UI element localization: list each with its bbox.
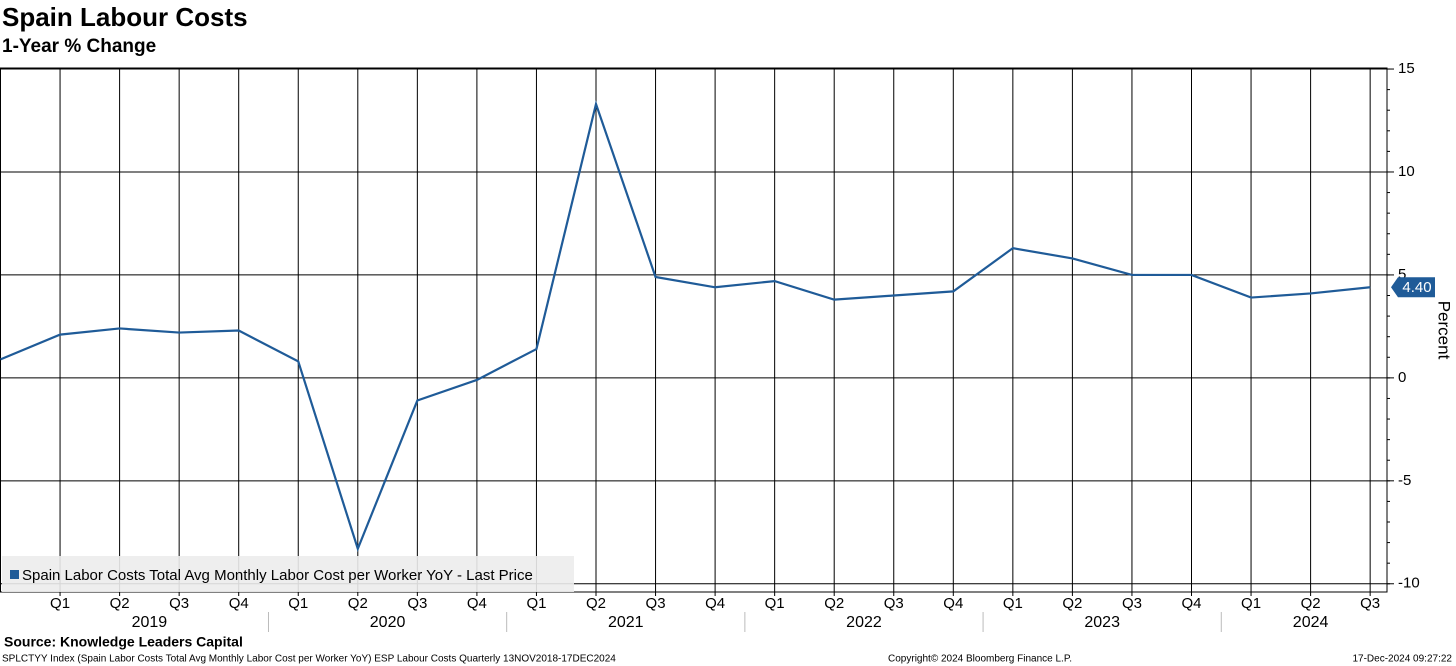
x-tick-label: Q4 <box>467 595 487 612</box>
line-series <box>0 100 1371 553</box>
footer-center: Copyright© 2024 Bloomberg Finance L.P. <box>888 654 1072 665</box>
x-tick-label: Q2 <box>110 595 130 612</box>
x-tick-label: Q1 <box>50 595 70 612</box>
x-tick-label: Q1 <box>765 595 785 612</box>
x-group-label: 2021 <box>608 614 644 631</box>
x-group-label: 2024 <box>1293 614 1329 631</box>
x-tick-label: Q3 <box>1360 595 1380 612</box>
x-tick-label: Q3 <box>407 595 427 612</box>
x-group-label: 2019 <box>132 614 168 631</box>
x-group-label: 2022 <box>846 614 882 631</box>
last-value-tag <box>1391 277 1435 298</box>
footer-right: 17-Dec-2024 09:27:22 <box>1352 654 1452 665</box>
x-tick-label: Q4 <box>705 595 725 612</box>
legend-box <box>2 556 574 592</box>
x-tick-label: Q1 <box>526 595 546 612</box>
x-group-label: 2023 <box>1084 614 1120 631</box>
footer-left: SPLCTYY Index (Spain Labor Costs Total A… <box>2 654 616 665</box>
x-tick-label: Q1 <box>288 595 308 612</box>
legend-label: Spain Labor Costs Total Avg Monthly Labo… <box>22 567 533 584</box>
x-group-label: 2020 <box>370 614 406 631</box>
x-tick-label: Q3 <box>884 595 904 612</box>
plot-frame <box>0 67 1388 593</box>
y-tick-label: 0 <box>1398 369 1406 386</box>
x-tick-label: Q3 <box>646 595 666 612</box>
x-tick-label: Q2 <box>586 595 606 612</box>
y-tick-label: 10 <box>1398 163 1415 180</box>
x-tick-label: Q3 <box>169 595 189 612</box>
y-axis-label: Percent <box>1435 301 1454 360</box>
y-tick-label: 5 <box>1398 266 1406 283</box>
y-tick-label: -5 <box>1398 472 1411 489</box>
y-tick-label: 15 <box>1398 60 1415 77</box>
legend-swatch <box>10 570 19 579</box>
x-tick-label: Q4 <box>229 595 249 612</box>
x-tick-label: Q2 <box>824 595 844 612</box>
chart-title: Spain Labour Costs <box>2 2 248 32</box>
x-tick-label: Q1 <box>1241 595 1261 612</box>
x-tick-label: Q2 <box>348 595 368 612</box>
x-tick-label: Q1 <box>1003 595 1023 612</box>
x-tick-label: Q2 <box>1301 595 1321 612</box>
x-tick-label: Q4 <box>1181 595 1201 612</box>
value-label: 4.40 <box>1402 279 1431 296</box>
x-tick-label: Q4 <box>943 595 963 612</box>
x-tick-label: Q3 <box>1122 595 1142 612</box>
y-tick-label: -10 <box>1398 575 1420 592</box>
x-tick-label: Q2 <box>1062 595 1082 612</box>
source: Source: Knowledge Leaders Capital <box>4 634 243 650</box>
chart-subtitle: 1-Year % Change <box>2 36 156 57</box>
